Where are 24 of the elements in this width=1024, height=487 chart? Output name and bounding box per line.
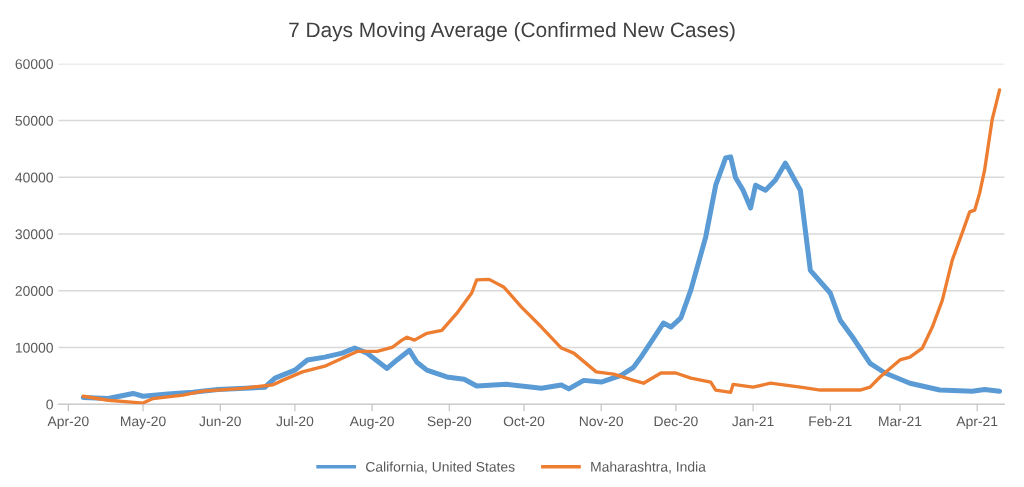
x-tick-label: Jan-21 bbox=[732, 416, 774, 427]
y-tick-label: 0 bbox=[46, 399, 53, 410]
x-tick-label: Apr-20 bbox=[47, 416, 89, 429]
y-tick-label: 20000 bbox=[15, 286, 53, 296]
line-series bbox=[81, 88, 1002, 405]
y-tick-label: 40000 bbox=[15, 172, 53, 183]
x-tick-label: Aug-20 bbox=[349, 416, 394, 429]
y-tick-label: 60000 bbox=[15, 59, 53, 69]
legend-label: Maharashtra, India bbox=[591, 461, 706, 474]
x-tick-label: Mar-21 bbox=[879, 416, 922, 427]
x-tick-label: Sep-20 bbox=[427, 416, 472, 429]
x-tick-label: Dec-20 bbox=[654, 416, 698, 427]
y-tick-label: 50000 bbox=[15, 115, 53, 126]
y-tick-label: 30000 bbox=[15, 229, 53, 240]
x-tick-label: Oct-20 bbox=[503, 416, 545, 427]
y-tick-label: 10000 bbox=[15, 342, 53, 353]
x-tick-label: Jul-20 bbox=[276, 416, 314, 427]
x-tick-label: Nov-20 bbox=[579, 416, 624, 427]
chart-title: 7 Days Moving Average (Confirmed New Cases) bbox=[289, 21, 735, 42]
x-tick-label: Apr-21 bbox=[956, 416, 998, 429]
x-tick-label: Feb-21 bbox=[809, 416, 852, 427]
x-tick-label: May-20 bbox=[121, 416, 166, 429]
legend-label: California, United States bbox=[366, 461, 515, 474]
x-tick-label: Jun-20 bbox=[199, 416, 241, 427]
